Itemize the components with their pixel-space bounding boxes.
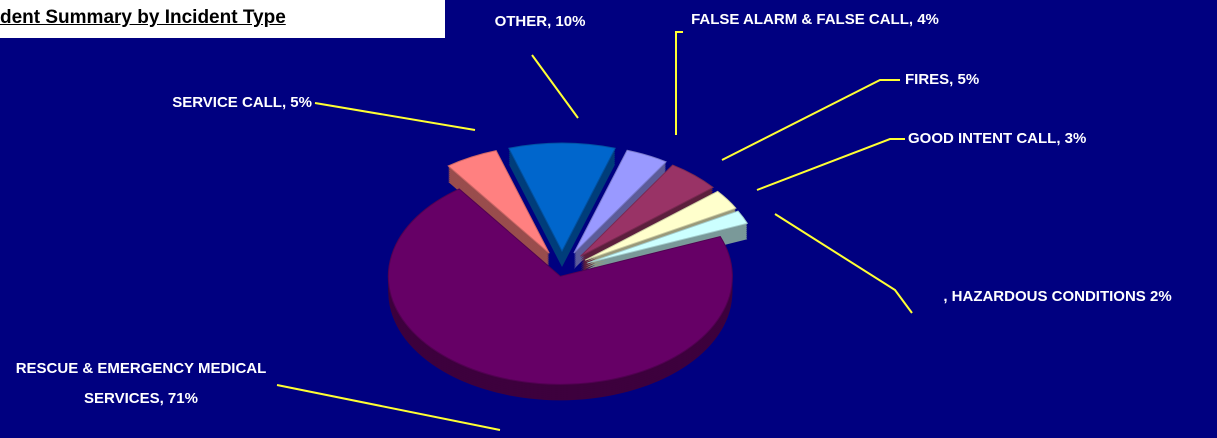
leader-line xyxy=(721,79,900,161)
leader-line xyxy=(276,384,501,431)
slice-tops xyxy=(387,142,749,385)
data-label: RESCUE & EMERGENCY MEDICAL SERVICES, 71% xyxy=(15,360,267,407)
data-label: OTHER, 10% xyxy=(494,13,586,30)
data-label: GOOD INTENT CALL, 3% xyxy=(908,130,1087,147)
slice xyxy=(447,150,550,254)
data-label: FIRES, 5% xyxy=(905,71,980,88)
slice xyxy=(508,142,616,253)
slice xyxy=(587,210,749,264)
chart-title: dent Summary by Incident Type xyxy=(0,0,445,38)
leader-line xyxy=(774,213,913,314)
slice xyxy=(580,164,714,257)
leader-line xyxy=(756,138,905,191)
data-label: FALSE ALARM & FALSE CALL, 4% xyxy=(691,11,939,28)
slice xyxy=(584,190,737,261)
leader-line xyxy=(314,102,476,131)
slice xyxy=(573,149,667,254)
leader-lines xyxy=(276,31,913,431)
data-label: SERVICE CALL, 5% xyxy=(172,94,312,111)
slice xyxy=(387,188,733,385)
leader-line xyxy=(531,54,579,119)
leader-line xyxy=(675,31,683,135)
data-label: , HAZARDOUS CONDITIONS 2% xyxy=(943,288,1172,305)
